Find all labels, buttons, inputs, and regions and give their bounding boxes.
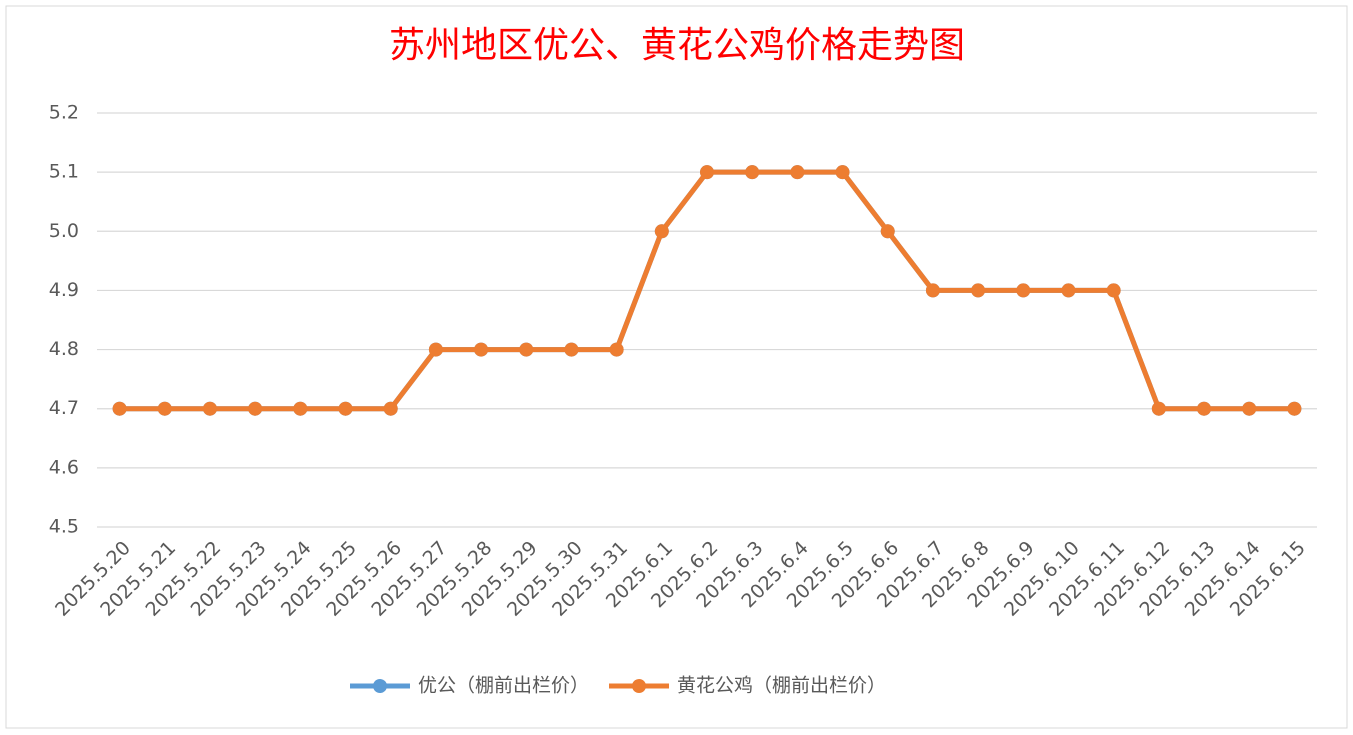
data-point — [745, 165, 760, 180]
chart-border — [5, 5, 1348, 729]
data-point — [609, 342, 624, 357]
data-point — [971, 283, 986, 298]
data-point — [1061, 283, 1076, 298]
y-tick-label: 4.6 — [49, 456, 79, 478]
legend-marker — [373, 679, 387, 693]
data-point — [1242, 401, 1257, 416]
data-point — [338, 401, 353, 416]
data-point — [202, 401, 217, 416]
y-tick-label: 5.0 — [49, 220, 79, 242]
y-tick-label: 4.5 — [49, 516, 79, 538]
data-point — [880, 224, 895, 239]
y-tick-label: 5.1 — [49, 161, 79, 183]
data-point — [654, 224, 669, 239]
y-tick-label: 4.9 — [49, 279, 79, 301]
data-point — [519, 342, 534, 357]
data-point — [1287, 401, 1302, 416]
data-point — [157, 401, 172, 416]
y-tick-label: 4.7 — [49, 397, 79, 419]
data-point — [564, 342, 579, 357]
chart-title: 苏州地区优公、黄花公鸡价格走势图 — [389, 25, 965, 66]
data-point — [1106, 283, 1121, 298]
y-tick-label: 5.2 — [49, 102, 79, 124]
legend-label: 优公（棚前出栏价） — [418, 675, 589, 697]
legend-item: 优公（棚前出栏价） — [350, 675, 589, 697]
data-point — [383, 401, 398, 416]
legend-item: 黄花公鸡（棚前出栏价） — [609, 675, 886, 697]
data-point — [835, 165, 850, 180]
data-point — [1197, 401, 1212, 416]
data-point — [1151, 401, 1166, 416]
data-point — [925, 283, 940, 298]
data-point — [700, 165, 714, 180]
data-point — [293, 401, 308, 416]
data-point — [474, 342, 489, 357]
data-point — [790, 165, 805, 180]
data-point — [112, 401, 127, 416]
legend-label: 黄花公鸡（棚前出栏价） — [677, 675, 886, 697]
data-point — [248, 401, 263, 416]
data-point — [428, 342, 443, 357]
data-point — [1016, 283, 1031, 298]
y-tick-label: 4.8 — [49, 338, 79, 360]
legend-marker — [632, 679, 647, 693]
